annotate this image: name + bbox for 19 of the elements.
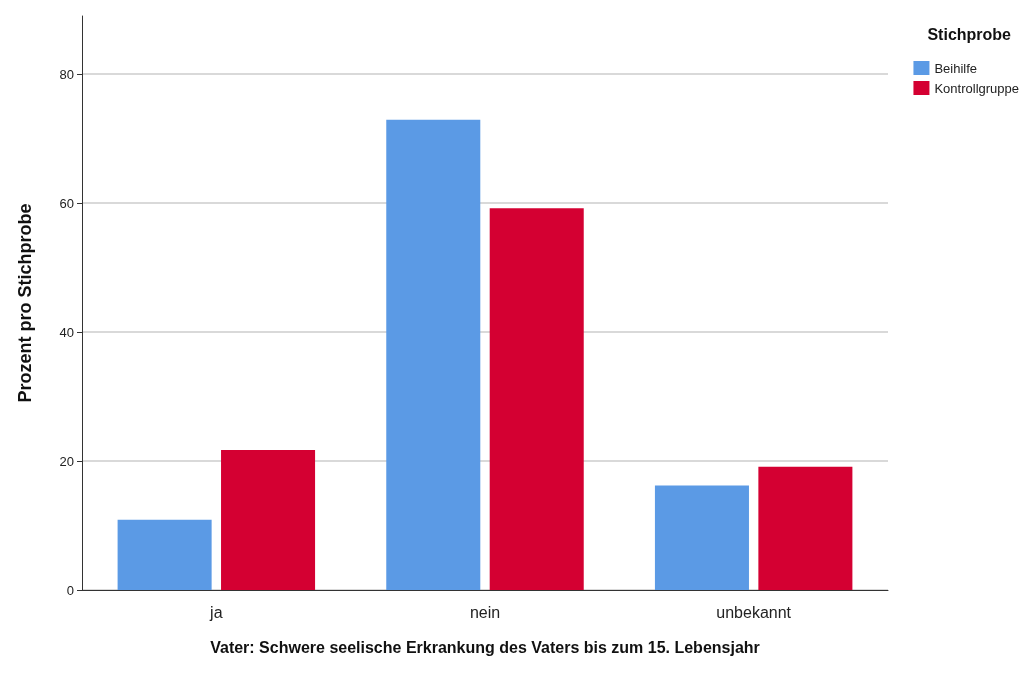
legend-label: Kontrollgruppe (934, 80, 1020, 96)
bar (117, 519, 212, 590)
legend-label: Beihilfe (934, 60, 978, 76)
bar (654, 485, 749, 590)
bar (221, 450, 316, 590)
legend-title: Stichprobe (927, 25, 1012, 43)
y-tick-label: 80 (59, 66, 74, 82)
x-tick-label: nein (469, 603, 501, 621)
x-tick-label: unbekannt (716, 603, 792, 621)
y-tick-label: 20 (59, 453, 74, 469)
bar (386, 119, 481, 590)
y-axis-title: Prozent pro Stichprobe (15, 203, 35, 403)
bar (489, 208, 584, 590)
x-axis-title: Vater: Schwere seelische Erkrankung des Vaters bis zum 15. Lebensjahr (210, 638, 760, 656)
y-tick-label: 40 (59, 324, 74, 340)
y-tick-label: 60 (59, 195, 74, 211)
bar (758, 466, 853, 590)
y-tick-label: 0 (66, 582, 74, 598)
x-tick-label: ja (209, 603, 223, 621)
